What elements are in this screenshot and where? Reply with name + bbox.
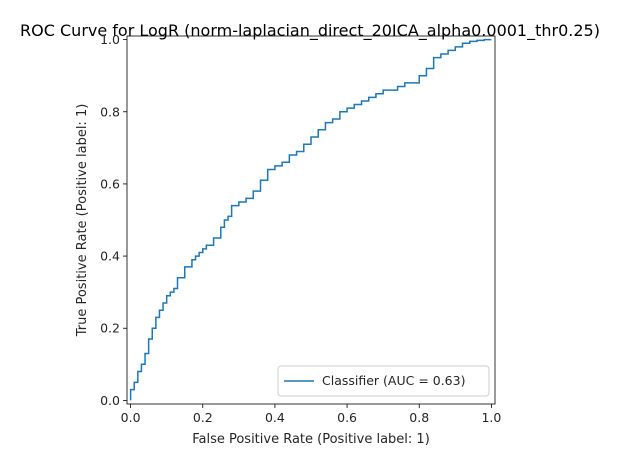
y-tick-label: 0.2 (100, 321, 120, 336)
x-tick-label: 0.4 (265, 410, 285, 425)
legend-entry-classifier: Classifier (AUC = 0.63) (322, 373, 465, 388)
x-tick-label: 0.0 (121, 410, 141, 425)
x-tick-label: 0.2 (193, 410, 213, 425)
y-tick-label: 0.0 (100, 393, 120, 408)
y-tick-label: 1.0 (100, 32, 120, 47)
y-axis-ticks: 0.0 0.2 0.4 0.6 0.8 1.0 (100, 32, 127, 408)
x-tick-label: 0.6 (337, 410, 357, 425)
x-axis-label: False Positive Rate (Positive label: 1) (192, 432, 430, 447)
y-tick-label: 0.4 (100, 249, 120, 264)
y-tick-label: 0.8 (100, 104, 120, 119)
plot-frame (126, 35, 496, 405)
x-tick-label: 0.8 (409, 410, 429, 425)
legend-box (277, 365, 490, 397)
roc-curve-line (129, 38, 492, 401)
y-axis-label: True Positive Rate (Positive label: 1) (75, 104, 90, 338)
legend: Classifier (AUC = 0.63) (277, 365, 490, 397)
x-axis-ticks: 0.0 0.2 0.4 0.6 0.8 1.0 (121, 404, 501, 425)
y-tick-label: 0.6 (100, 176, 120, 191)
x-tick-label: 1.0 (481, 410, 501, 425)
